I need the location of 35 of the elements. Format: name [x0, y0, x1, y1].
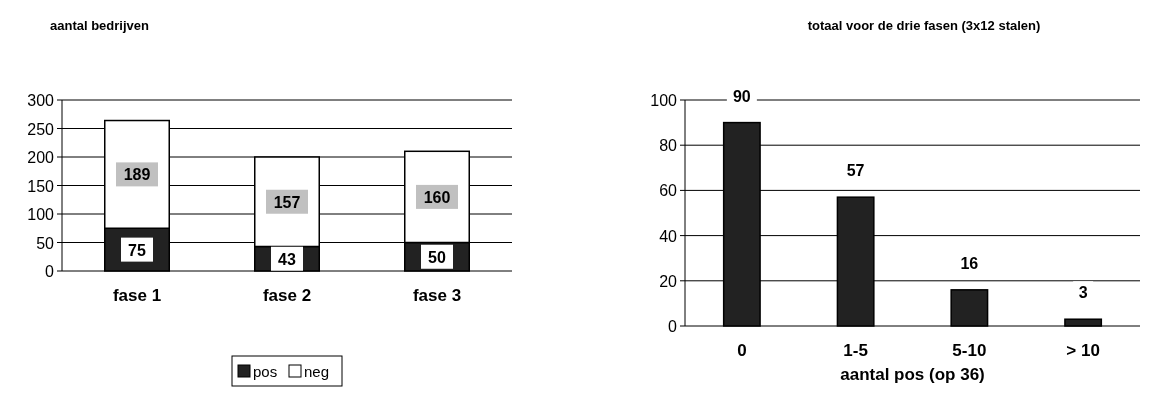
- data-label: 75: [128, 241, 146, 259]
- data-label: 189: [123, 166, 151, 184]
- legend-label: neg: [304, 363, 330, 380]
- data-label: 157: [273, 193, 301, 211]
- y-tick-label: 150: [27, 177, 55, 195]
- x-axis-title: aantal pos (op 36): [840, 365, 985, 384]
- y-tick-label: 80: [659, 137, 678, 155]
- x-tick-label: fase 2: [262, 286, 312, 305]
- y-tick-label: 100: [650, 92, 678, 109]
- y-tick-label: 300: [27, 92, 55, 109]
- y-tick-label: 250: [27, 120, 55, 138]
- y-tick-label: 50: [36, 234, 55, 252]
- x-tick-label: fase 3: [412, 286, 462, 305]
- y-tick-label: 200: [27, 149, 55, 166]
- y-tick-label: 20: [659, 272, 678, 290]
- data-label: 3: [1078, 284, 1088, 302]
- data-label: 160: [423, 188, 451, 206]
- legend-label: pos: [253, 363, 278, 380]
- y-tick-label: 0: [668, 318, 678, 335]
- y-tick-label: 60: [659, 182, 678, 200]
- y-tick-label: 100: [27, 206, 55, 223]
- data-label: 43: [278, 250, 296, 268]
- data-label: 16: [960, 254, 979, 272]
- x-tick-label: 5-10: [952, 341, 987, 360]
- x-tick-label: 1-5: [843, 341, 868, 360]
- data-label: 50: [428, 248, 446, 266]
- x-tick-label: 0: [737, 341, 747, 360]
- x-tick-label: > 10: [1066, 341, 1100, 360]
- chart-title: totaal voor de drie fasen (3x12 stalen): [807, 18, 1041, 33]
- y-tick-label: 40: [659, 227, 678, 245]
- y-tick-label: 0: [45, 263, 55, 280]
- chart-title: aantal bedrijven: [50, 18, 150, 33]
- data-label: 57: [846, 162, 865, 180]
- x-tick-label: fase 1: [112, 286, 162, 305]
- data-label: 90: [732, 87, 751, 105]
